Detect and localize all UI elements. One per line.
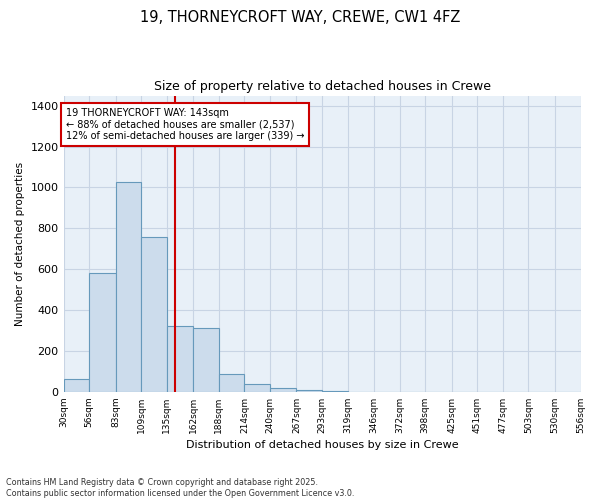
X-axis label: Distribution of detached houses by size in Crewe: Distribution of detached houses by size … — [186, 440, 458, 450]
Text: 19 THORNEYCROFT WAY: 143sqm
← 88% of detached houses are smaller (2,537)
12% of : 19 THORNEYCROFT WAY: 143sqm ← 88% of det… — [65, 108, 304, 141]
Bar — [296, 390, 322, 392]
Title: Size of property relative to detached houses in Crewe: Size of property relative to detached ho… — [154, 80, 491, 93]
Bar — [64, 378, 89, 392]
Bar — [141, 236, 167, 392]
Text: 19, THORNEYCROFT WAY, CREWE, CW1 4FZ: 19, THORNEYCROFT WAY, CREWE, CW1 4FZ — [140, 10, 460, 25]
Bar — [322, 391, 347, 392]
Bar — [193, 328, 219, 392]
Bar — [89, 274, 116, 392]
Bar — [244, 384, 270, 392]
Text: Contains HM Land Registry data © Crown copyright and database right 2025.
Contai: Contains HM Land Registry data © Crown c… — [6, 478, 355, 498]
Bar — [219, 374, 244, 392]
Y-axis label: Number of detached properties: Number of detached properties — [15, 162, 25, 326]
Bar — [270, 388, 296, 392]
Bar — [116, 182, 141, 392]
Bar — [167, 326, 193, 392]
